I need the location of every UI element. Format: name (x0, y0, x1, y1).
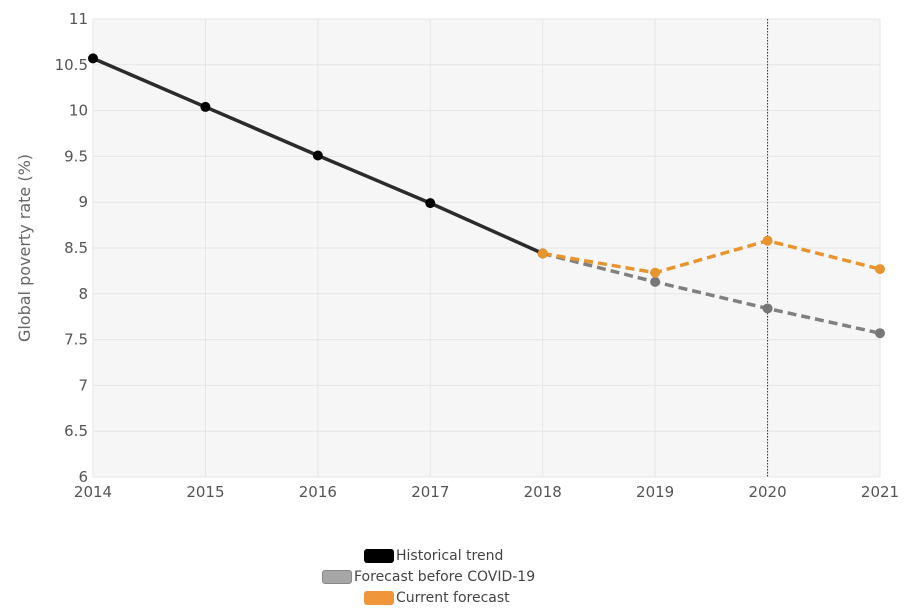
y-tick-label: 6.5 (64, 422, 88, 440)
series-line (542, 251, 881, 335)
legend-swatch-historical (364, 548, 394, 563)
legend: Historical trend Forecast before COVID-1… (322, 545, 535, 608)
legend-label-historical: Historical trend (396, 547, 504, 564)
y-tick-label: 7 (78, 376, 88, 394)
y-tick-label: 11 (69, 10, 88, 28)
legend-label-current-forecast: Current forecast (396, 589, 510, 606)
y-axis-label: Global poverty rate (%) (15, 154, 34, 342)
data-point[interactable] (200, 101, 211, 112)
legend-item-forecast-before-covid[interactable]: Forecast before COVID-19 (322, 566, 535, 587)
data-point[interactable] (875, 264, 885, 275)
x-tick-label: 2017 (411, 483, 449, 501)
y-tick-label: 9 (78, 193, 88, 211)
data-point[interactable] (425, 198, 436, 209)
x-tick-label: 2015 (186, 483, 224, 501)
legend-label-forecast-before-covid: Forecast before COVID-19 (354, 568, 536, 585)
y-tick-label: 8.5 (64, 239, 88, 257)
y-axis-tick-labels: 6 6.5 7 7.5 8 8.5 9 9.5 10 10.5 11 (55, 10, 88, 486)
x-tick-label: 2016 (299, 483, 337, 501)
x-tick-label: 2018 (524, 483, 562, 501)
y-tick-label: 10 (69, 102, 88, 120)
legend-swatch-forecast-before-covid (322, 569, 352, 584)
y-tick-label: 8 (78, 285, 88, 303)
data-point[interactable] (650, 267, 661, 278)
y-tick-label: 10.5 (55, 56, 88, 74)
legend-item-current-forecast[interactable]: Current forecast (364, 587, 535, 608)
y-tick-label: 7.5 (64, 331, 88, 349)
grid-lines (92, 18, 881, 478)
data-point[interactable] (650, 276, 661, 287)
data-point[interactable] (88, 53, 98, 64)
data-point[interactable] (762, 303, 773, 314)
y-tick-label: 6 (78, 468, 88, 486)
x-tick-label: 2021 (861, 483, 899, 501)
y-tick-label: 9.5 (64, 147, 88, 165)
x-tick-label: 2019 (636, 483, 674, 501)
x-tick-label: 2020 (748, 483, 786, 501)
data-point[interactable] (312, 150, 323, 161)
data-point[interactable] (537, 248, 548, 259)
series-line (542, 238, 881, 275)
legend-swatch-current-forecast (364, 590, 394, 605)
series-group (88, 53, 885, 339)
x-axis-tick-labels: 2014 2015 2016 2017 2018 2019 2020 2021 (74, 483, 899, 501)
data-point[interactable] (762, 235, 773, 246)
legend-item-historical[interactable]: Historical trend (364, 545, 535, 566)
x-tick-label: 2014 (74, 483, 112, 501)
data-point[interactable] (875, 328, 885, 339)
